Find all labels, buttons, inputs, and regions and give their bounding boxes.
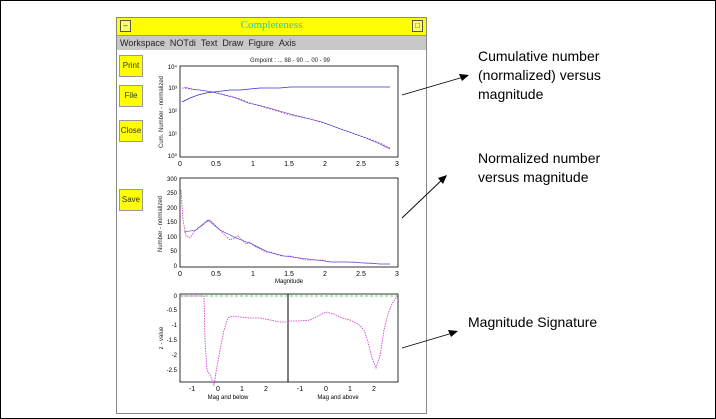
- save-button[interactable]: Save: [119, 189, 143, 211]
- signature-xtick-right: 1: [348, 386, 352, 393]
- cumulative-falling-markers: [183, 86, 391, 150]
- normalized-plot: Number - normalized 300 250 200 150 100 …: [158, 177, 399, 285]
- menu-workspace[interactable]: Workspace: [120, 38, 165, 48]
- normalized-series: [180, 189, 390, 265]
- cumulative-xtick: 3: [395, 161, 399, 168]
- cumulative-plot-frame: [179, 65, 399, 158]
- cumulative-xtick: 2.5: [356, 161, 366, 168]
- window-title: Completeness: [240, 19, 303, 31]
- window-menu-icon[interactable]: –: [120, 20, 131, 32]
- signature-right-series: [288, 295, 399, 370]
- menu-axis[interactable]: Axis: [278, 38, 296, 48]
- menu-draw[interactable]: Draw: [222, 38, 244, 48]
- normalized-xtick: 3: [395, 271, 399, 278]
- normalized-xtick: 2: [323, 271, 327, 278]
- signature-ytick: 0: [174, 294, 178, 300]
- signature-xtick-right: 2: [372, 386, 376, 393]
- signature-xtick-left: -1: [189, 386, 195, 393]
- file-button[interactable]: File: [119, 85, 143, 107]
- close-button[interactable]: Close: [119, 120, 143, 142]
- cumulative-ytop-tick: 10⁴: [168, 64, 178, 71]
- normalized-ytick: 0: [174, 264, 178, 270]
- normalized-xtick: 1: [251, 271, 255, 278]
- signature-plot-frame: [179, 293, 399, 383]
- normalized-ytick: 100: [167, 235, 178, 241]
- signature-xtick-left: 0: [216, 386, 220, 393]
- signature-xlabel-left: Mag and below: [208, 395, 249, 401]
- cumulative-xtick: 0.5: [211, 161, 221, 168]
- window-titlebar[interactable]: – Completeness □: [117, 18, 426, 36]
- signature-ylabel: z - value: [159, 326, 165, 349]
- cumulative-xtick: 0: [178, 161, 182, 168]
- signature-ytick: -1.5: [167, 338, 178, 344]
- cumulative-ytick: 10²: [168, 109, 177, 115]
- normalized-plot-frame: [179, 177, 399, 268]
- cumulative-annotation: Cumulative number (normalized) versus ma…: [478, 47, 601, 104]
- normalized-annotation: Normalized number versus magnitude: [478, 149, 600, 187]
- normalized-xtick: 0: [178, 271, 182, 278]
- normalized-xlabel: Magnitude: [275, 279, 304, 285]
- normalized-xtick: 0.5: [211, 271, 221, 278]
- cumulative-xtick: 1.5: [284, 161, 294, 168]
- signature-ytick: -1: [172, 323, 178, 329]
- cumulative-xtick: 2: [323, 161, 327, 168]
- signature-xtick-left: 1: [240, 386, 244, 393]
- menu-bar: Workspace NOTdi Text Draw Figure Axis: [117, 36, 426, 50]
- menu-figure[interactable]: Figure: [248, 38, 274, 48]
- normalized-markers: [183, 219, 390, 265]
- cumulative-annotation-line: magnitude: [478, 86, 544, 102]
- normalized-annotation-line: Normalized number: [478, 150, 601, 166]
- menu-notdi[interactable]: NOTdi: [169, 38, 196, 48]
- arrow-normalized: [401, 176, 446, 219]
- normalized-ytick: 250: [167, 191, 178, 197]
- normalized-xtick: 1.5: [284, 271, 294, 278]
- normalized-ylabel: Number - normalized: [158, 196, 164, 252]
- cumulative-ytick: 10³: [168, 86, 177, 92]
- cumulative-annotation-line: (normalized) versus: [478, 67, 601, 83]
- plot-subtitle: Gmpoint : ... 88 - 90 ... 00 - 99: [250, 58, 331, 64]
- cumulative-xtick: 1: [251, 161, 255, 168]
- normalized-xtick: 2.5: [356, 271, 366, 278]
- arrowhead-cumulative-icon: [459, 74, 469, 81]
- arrow-signature: [401, 331, 457, 349]
- signature-xtick-right: 0: [324, 386, 328, 393]
- cumulative-ytick: 10⁰: [168, 153, 178, 160]
- arrowhead-normalized-icon: [438, 175, 447, 184]
- print-button[interactable]: Print: [119, 55, 143, 77]
- signature-xlabel-right: Mag and above: [317, 395, 359, 401]
- normalized-ytick: 200: [167, 206, 178, 212]
- normalized-ytick: 50: [170, 249, 177, 255]
- normalized-ytick: 300: [167, 177, 178, 183]
- normalized-annotation-line: versus magnitude: [478, 169, 589, 185]
- signature-left-series: [181, 295, 288, 387]
- signature-ytick: -2.5: [167, 368, 178, 374]
- window-maximize-button[interactable]: □: [412, 20, 423, 32]
- cumulative-plot: Cum. Number - normalized 10⁴ 10³ 10² 10¹…: [159, 64, 399, 168]
- signature-plot: z - value 0 -0.5 -1 -1.5 -2 -2.5 -1 0 1 …: [159, 293, 399, 401]
- menu-text[interactable]: Text: [200, 38, 218, 48]
- normalized-ytick: 150: [167, 220, 178, 226]
- cumulative-annotation-line: Cumulative number: [478, 48, 600, 64]
- arrow-cumulative: [401, 75, 468, 96]
- signature-annotation: Magnitude Signature: [468, 314, 598, 330]
- signature-ytick: -2: [172, 353, 178, 359]
- cumulative-falling-series: [181, 87, 391, 149]
- signature-xtick-right: -1: [297, 386, 303, 393]
- signature-ytick: -0.5: [167, 308, 178, 314]
- cumulative-rising-series: [181, 86, 390, 103]
- cumulative-ylabel: Cum. Number - normalized: [159, 76, 165, 148]
- completeness-window: – Completeness □ Workspace NOTdi Text Draw F…: [116, 17, 427, 414]
- arrowhead-signature-icon: [448, 330, 458, 337]
- cumulative-ytick: 10¹: [168, 132, 177, 138]
- signature-xtick-left: 2: [264, 386, 268, 393]
